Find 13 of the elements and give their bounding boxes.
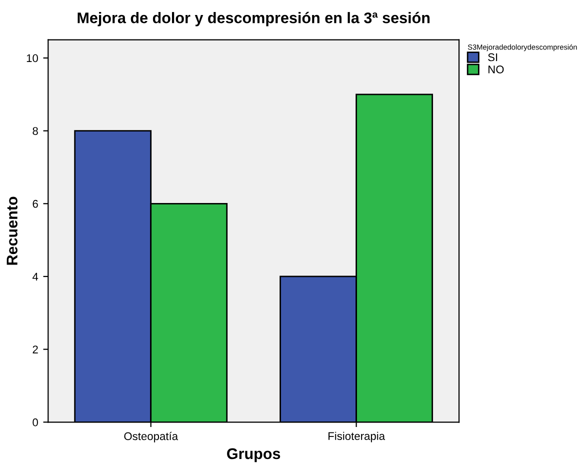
y-tick-label: 2 [32, 346, 38, 354]
x-tick-label: Fisioterapia [328, 432, 386, 442]
chart-title: Mejora de dolor y descompresión en la 3ª sesión [78, 12, 430, 26]
y-tick-label: 10 [26, 54, 38, 62]
legend-label: NO [488, 65, 504, 74]
x-tick-label: Osteopatía [124, 432, 178, 442]
x-axis-title: Grupos [227, 448, 280, 462]
y-tick-label: 6 [32, 200, 38, 208]
y-tick-label: 8 [32, 127, 38, 135]
y-axis-title: Recuento [6, 196, 18, 265]
legend-label: SI [488, 53, 498, 62]
y-tick-label: 0 [32, 418, 38, 426]
y-tick-label: 4 [32, 272, 38, 281]
